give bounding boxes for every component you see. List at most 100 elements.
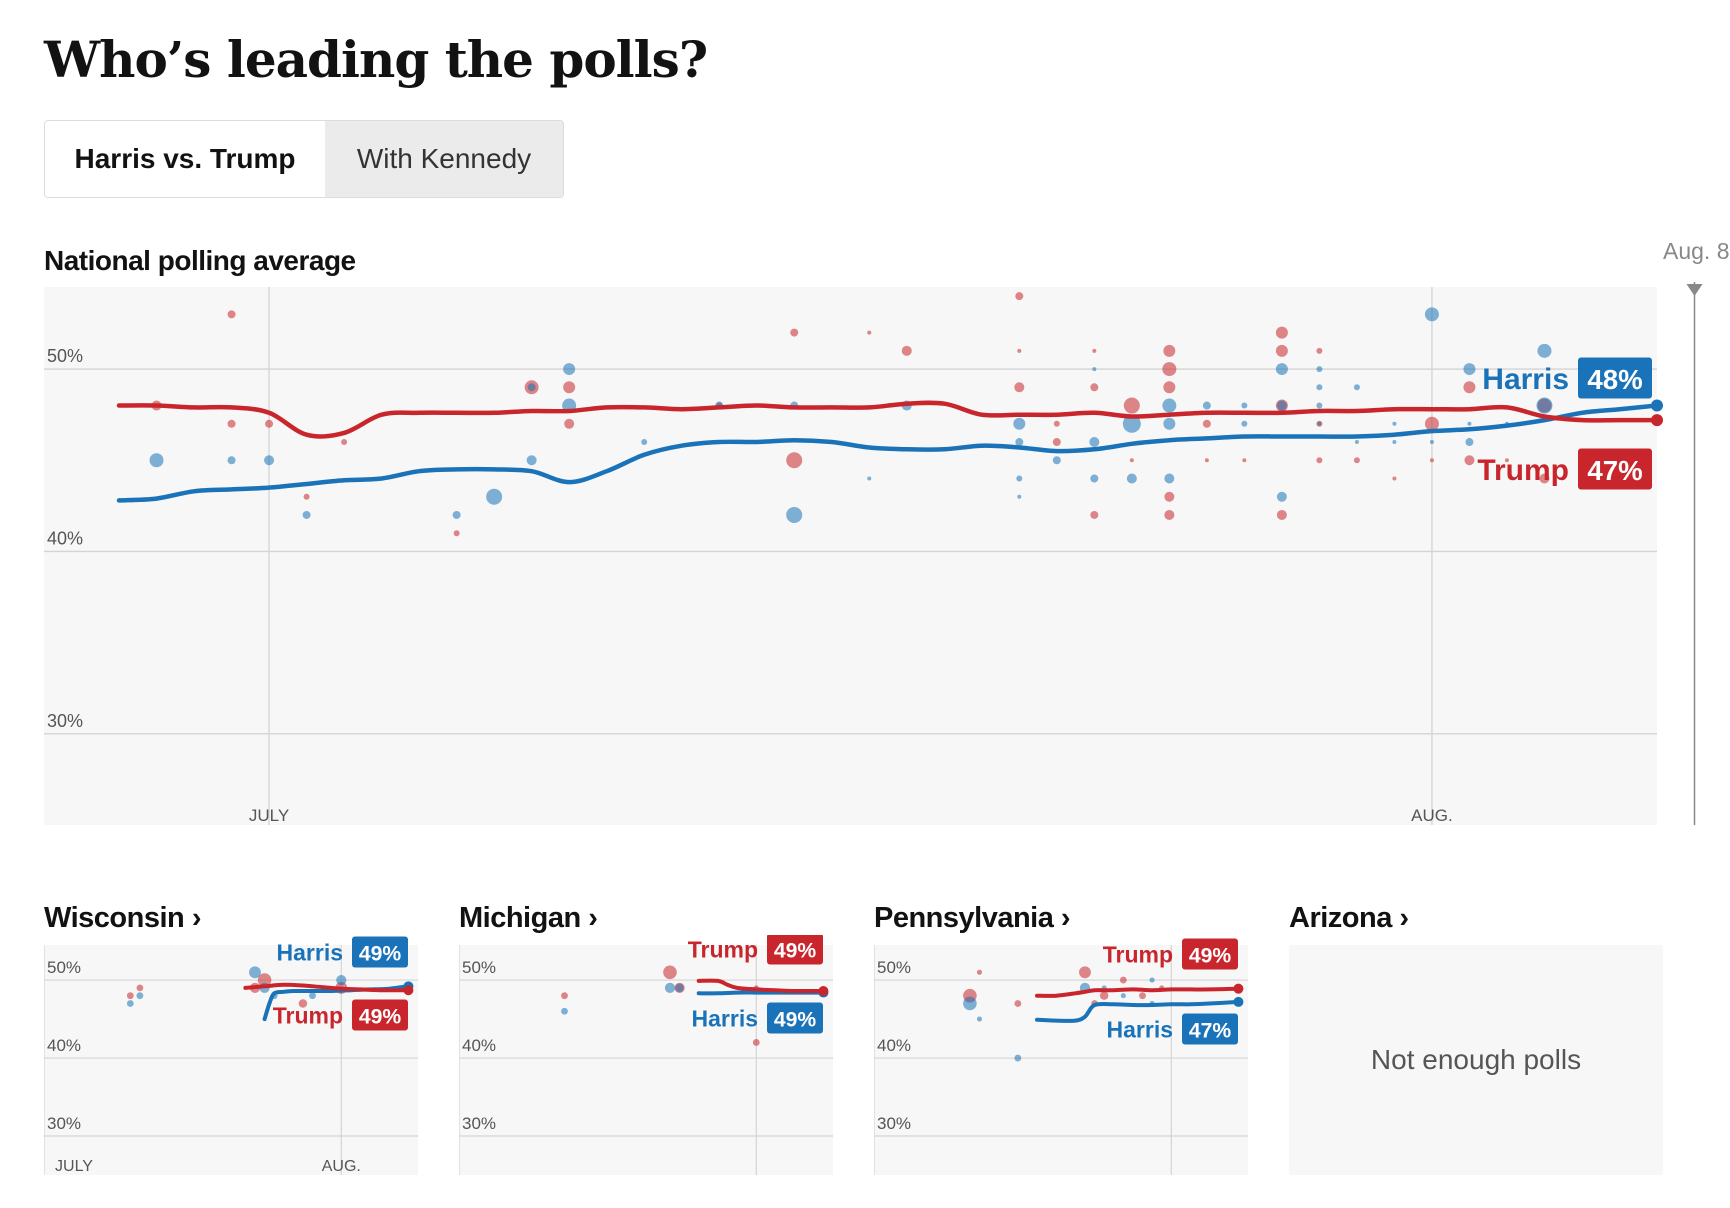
trump-poll-dot xyxy=(1464,455,1475,466)
harris-poll-dot xyxy=(1536,397,1553,414)
harris-poll-dot xyxy=(1015,438,1024,447)
harris-poll-dot xyxy=(1016,475,1023,482)
harris-poll-dot xyxy=(336,974,347,986)
harris-poll-dot xyxy=(1052,456,1061,465)
trump-poll-dot xyxy=(1092,348,1097,353)
end-date-label: Aug. 8 xyxy=(1663,238,1730,264)
harris-poll-dot xyxy=(1276,491,1287,502)
harris-poll-dot xyxy=(149,453,164,468)
trump-poll-dot xyxy=(563,381,576,394)
trump-poll-dot xyxy=(1463,381,1476,394)
trump-state-pct-badge xyxy=(1182,938,1238,970)
harris-poll-dot xyxy=(786,506,803,523)
harris-poll-dot xyxy=(1316,384,1323,391)
trump-poll-dot xyxy=(265,419,274,428)
harris-poll-dot xyxy=(563,363,576,376)
trump-poll-dot xyxy=(227,310,236,319)
harris-poll-dot xyxy=(1467,421,1472,426)
harris-poll-dot xyxy=(1120,993,1126,999)
harris-end-dot xyxy=(1233,996,1244,1007)
harris-poll-dot xyxy=(1126,473,1137,484)
trump-end-dot xyxy=(1233,983,1244,994)
trump-poll-dot xyxy=(1090,383,1099,392)
trump-poll-dot xyxy=(867,330,872,335)
trump-poll-dot xyxy=(298,999,308,1008)
trump-poll-dot xyxy=(1164,509,1175,520)
trump-poll-dot xyxy=(1353,457,1360,464)
trump-poll-dot xyxy=(227,419,236,428)
harris-poll-dot xyxy=(1316,402,1323,409)
x-tick-label: AUG. xyxy=(322,1158,361,1175)
trump-state-pct-badge xyxy=(767,935,823,965)
plot-background xyxy=(459,945,833,1175)
trump-pct-label: 47% xyxy=(1587,455,1642,486)
trump-average-line xyxy=(116,400,1660,439)
trump-state-name-label: Trump xyxy=(1103,941,1173,967)
harris-poll-dot xyxy=(1017,494,1022,499)
harris-poll-dot xyxy=(1122,414,1141,433)
trump-poll-dot xyxy=(1163,381,1176,394)
harris-poll-dot xyxy=(136,992,144,1000)
harris-name-label: Harris xyxy=(1482,363,1569,396)
trump-poll-dot xyxy=(976,969,983,975)
harris-poll-dot xyxy=(302,510,311,519)
tab-harris-vs-trump[interactable]: Harris vs. Trump xyxy=(45,121,325,197)
harris-poll-dot xyxy=(641,439,648,446)
wisconsin-title[interactable]: Wisconsin › xyxy=(44,902,201,934)
harris-poll-dot xyxy=(675,983,684,993)
trump-poll-dot xyxy=(1123,397,1140,414)
harris-poll-dot xyxy=(527,383,536,392)
trump-end-dot xyxy=(403,985,414,996)
trump-poll-dot xyxy=(1090,510,1099,519)
pennsylvania-title[interactable]: Pennsylvania › xyxy=(874,902,1071,934)
trump-poll-dot xyxy=(341,439,348,446)
trump-poll-dot xyxy=(1119,976,1127,984)
trump-poll-dot xyxy=(1539,473,1550,484)
harris-poll-dot xyxy=(1392,421,1397,426)
harris-poll-dot xyxy=(1149,977,1155,983)
y-tick-label: 50% xyxy=(462,958,496,977)
harris-poll-dot xyxy=(1162,398,1177,413)
arizona-title[interactable]: Arizona › xyxy=(1289,902,1409,934)
trump-state-pct-label: 49% xyxy=(774,939,817,962)
y-tick-label: 40% xyxy=(47,528,83,548)
y-tick-label: 30% xyxy=(47,711,83,731)
trump-poll-dot xyxy=(1275,344,1288,357)
trump-poll-dot xyxy=(1504,458,1509,463)
harris-poll-dot xyxy=(1089,437,1100,448)
harris-poll-dot xyxy=(1354,440,1359,445)
harris-average-line xyxy=(116,403,1660,503)
harris-poll-dot xyxy=(264,455,275,466)
harris-poll-dot xyxy=(976,1016,983,1022)
harris-poll-dot xyxy=(227,456,236,465)
trump-poll-dot xyxy=(1053,420,1060,427)
trump-poll-dot xyxy=(1316,457,1323,464)
harris-state-pct-badge xyxy=(352,936,408,968)
trump-poll-dot xyxy=(1429,458,1434,463)
tab-with-kennedy[interactable]: With Kennedy xyxy=(325,121,563,197)
trump-poll-dot xyxy=(136,984,144,992)
y-tick-label: 30% xyxy=(462,1114,496,1133)
harris-state-pct-badge xyxy=(767,1002,823,1034)
trump-poll-dot xyxy=(1129,458,1134,463)
harris-poll-dot xyxy=(1092,367,1097,372)
harris-poll-dot xyxy=(526,455,537,466)
harris-poll-dot xyxy=(664,982,676,993)
trump-poll-dot xyxy=(1204,458,1209,463)
x-tick-label: JULY xyxy=(55,1158,93,1175)
harris-end-dot xyxy=(1651,399,1663,412)
trump-poll-dot xyxy=(1242,458,1247,463)
trump-poll-dot xyxy=(1014,1000,1022,1007)
trump-poll-dot xyxy=(126,992,134,1000)
trump-poll-dot xyxy=(1163,344,1176,357)
trump-poll-dot xyxy=(1275,326,1288,339)
harris-state-name-label: Harris xyxy=(277,939,343,965)
harris-poll-dot xyxy=(309,992,316,1000)
harris-poll-dot xyxy=(1202,401,1211,410)
trump-state-pct-label: 49% xyxy=(359,1005,402,1028)
trump-poll-dot xyxy=(453,530,460,537)
trump-poll-dot xyxy=(663,965,677,980)
michigan-title[interactable]: Michigan › xyxy=(459,902,598,934)
trump-poll-dot xyxy=(901,345,912,356)
trump-poll-dot xyxy=(1139,992,1146,1000)
